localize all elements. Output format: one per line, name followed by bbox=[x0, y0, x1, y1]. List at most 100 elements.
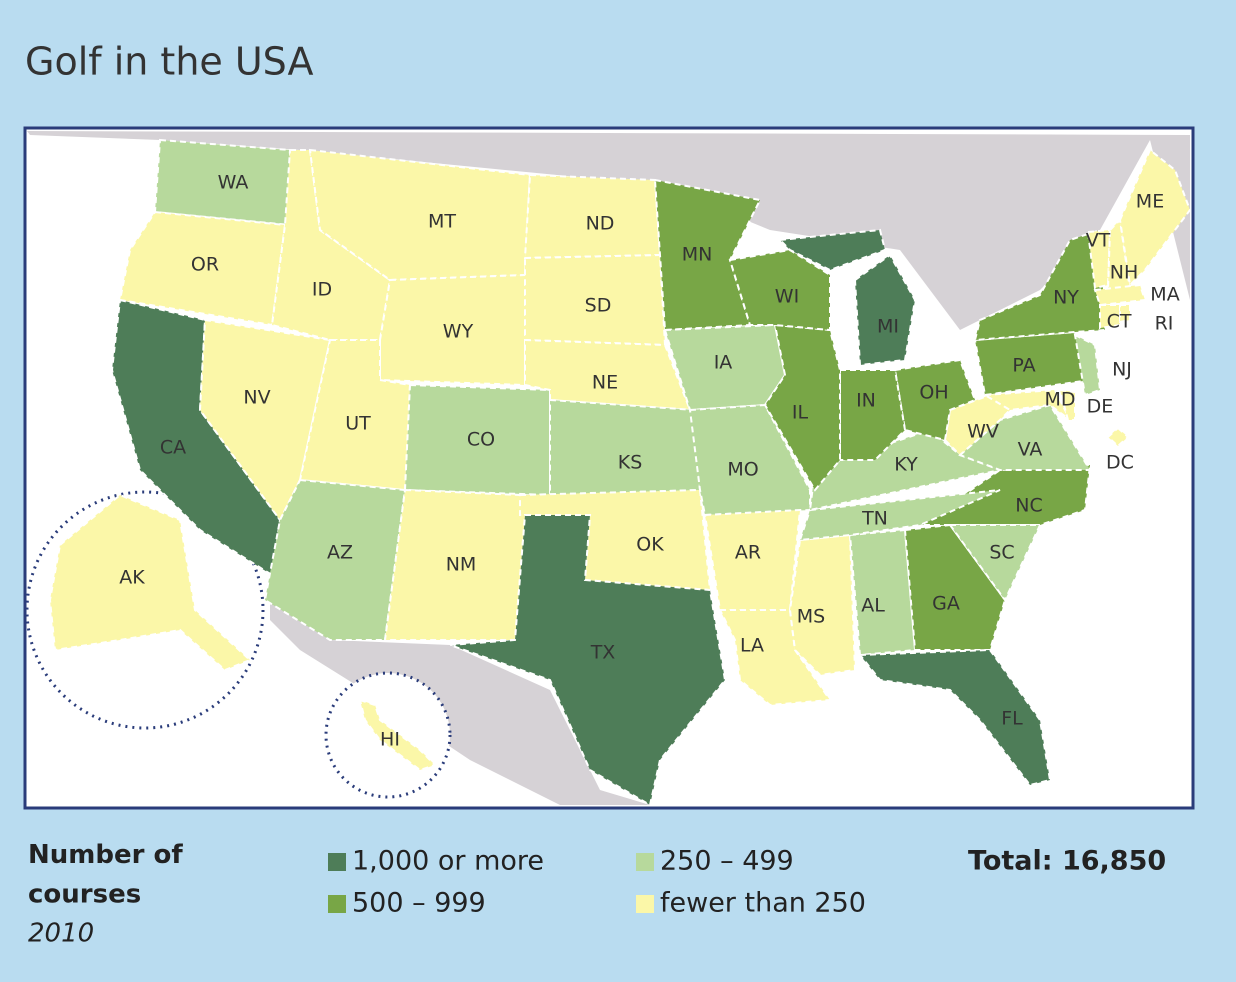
legend-label: 250 – 499 bbox=[660, 846, 794, 877]
state-label: ND bbox=[586, 213, 615, 235]
state-label: KS bbox=[618, 452, 643, 474]
state-label: IL bbox=[792, 402, 809, 424]
state-label: AL bbox=[861, 595, 885, 617]
state bbox=[110, 298, 282, 577]
state-label: MA bbox=[1150, 284, 1179, 306]
state bbox=[973, 228, 1107, 342]
state bbox=[663, 323, 787, 412]
state bbox=[848, 528, 917, 657]
state bbox=[893, 358, 977, 442]
state-label: NE bbox=[592, 372, 618, 394]
legend-swatch bbox=[636, 853, 654, 871]
state-label: MS bbox=[797, 606, 825, 628]
state bbox=[777, 228, 887, 272]
state-label: CO bbox=[467, 429, 495, 451]
state-label: DE bbox=[1087, 396, 1114, 418]
state-label: WV bbox=[967, 421, 999, 443]
state-label: NV bbox=[243, 387, 270, 409]
state-labels: WA OR CA NV ID MT WY UT CO AZ NM ND SD NE KS OK TX MN IA MO… bbox=[119, 172, 1179, 751]
legend-swatch bbox=[328, 853, 346, 871]
legend-title: Number of bbox=[28, 840, 183, 870]
state bbox=[1093, 283, 1147, 307]
state-label: WA bbox=[218, 172, 249, 194]
state-label: TN bbox=[861, 508, 888, 530]
legend-swatch bbox=[328, 895, 346, 913]
state-label: NH bbox=[1110, 262, 1139, 284]
state bbox=[308, 148, 532, 282]
state bbox=[718, 609, 832, 707]
total: Total: 16,850 bbox=[968, 846, 1166, 877]
state bbox=[48, 493, 252, 672]
state-label: NY bbox=[1053, 287, 1079, 309]
state-label: KY bbox=[894, 454, 918, 476]
state-label: MT bbox=[428, 211, 456, 233]
state-label: PA bbox=[1012, 355, 1035, 377]
state-label: MO bbox=[727, 459, 758, 481]
state bbox=[1086, 228, 1112, 290]
state bbox=[1073, 333, 1102, 397]
state bbox=[981, 388, 1071, 421]
state-label: MN bbox=[682, 244, 713, 266]
state-label: GA bbox=[932, 593, 960, 615]
states bbox=[48, 138, 1192, 807]
state bbox=[763, 323, 841, 492]
legend-label: fewer than 250 bbox=[660, 888, 866, 919]
state bbox=[839, 369, 907, 461]
state-label: WY bbox=[443, 321, 474, 343]
state-label: TX bbox=[590, 642, 616, 664]
state-label: LA bbox=[740, 635, 764, 657]
state-label: WI bbox=[775, 286, 799, 308]
state bbox=[379, 273, 526, 387]
legend: Number of courses 2010 Total: 16,850 bbox=[28, 840, 1166, 949]
state-label: MD bbox=[1044, 389, 1075, 411]
state bbox=[118, 210, 287, 327]
legend-swatch bbox=[636, 895, 654, 913]
state bbox=[1099, 304, 1121, 330]
state-label: NM bbox=[446, 554, 477, 576]
state-label: UT bbox=[345, 413, 371, 435]
state-label: VT bbox=[1086, 230, 1111, 252]
legend-label: 500 – 999 bbox=[352, 888, 486, 919]
mexico bbox=[270, 570, 650, 805]
state bbox=[948, 524, 1042, 602]
state-label: RI bbox=[1155, 313, 1174, 335]
state-label: CA bbox=[160, 437, 186, 459]
state-label: IN bbox=[856, 390, 876, 412]
state-label: AZ bbox=[327, 542, 353, 564]
state-label: OR bbox=[191, 254, 219, 276]
state-label: IA bbox=[714, 352, 733, 374]
state bbox=[449, 514, 727, 807]
state-label: VA bbox=[1018, 439, 1043, 461]
legend-label: 1,000 or more bbox=[352, 846, 544, 877]
state-label: OH bbox=[919, 382, 948, 404]
title: Golf in the USA bbox=[25, 40, 314, 84]
state bbox=[798, 489, 1001, 542]
legend-title-line: courses bbox=[28, 880, 141, 910]
state-label: SC bbox=[989, 542, 1014, 564]
state bbox=[1106, 426, 1130, 448]
state bbox=[1058, 388, 1076, 421]
state bbox=[270, 149, 392, 341]
legend-title-line: Number of bbox=[28, 840, 183, 870]
state bbox=[358, 698, 437, 772]
state-label: DC bbox=[1106, 452, 1134, 474]
state bbox=[857, 648, 1052, 787]
state bbox=[549, 398, 702, 497]
state bbox=[853, 253, 917, 367]
state-label: ME bbox=[1136, 191, 1164, 213]
state-label: OK bbox=[636, 534, 664, 556]
state-label: HI bbox=[380, 729, 400, 751]
state-label: NC bbox=[1015, 495, 1042, 517]
state bbox=[903, 523, 1007, 651]
state-label: CT bbox=[1107, 311, 1132, 333]
state-label: FL bbox=[1001, 708, 1023, 730]
state bbox=[916, 463, 1092, 526]
state-label: MI bbox=[877, 316, 899, 338]
state bbox=[383, 488, 527, 641]
state-label: ID bbox=[312, 279, 332, 301]
state bbox=[1118, 148, 1192, 288]
state-label: NJ bbox=[1112, 359, 1132, 381]
canada bbox=[27, 131, 1190, 330]
